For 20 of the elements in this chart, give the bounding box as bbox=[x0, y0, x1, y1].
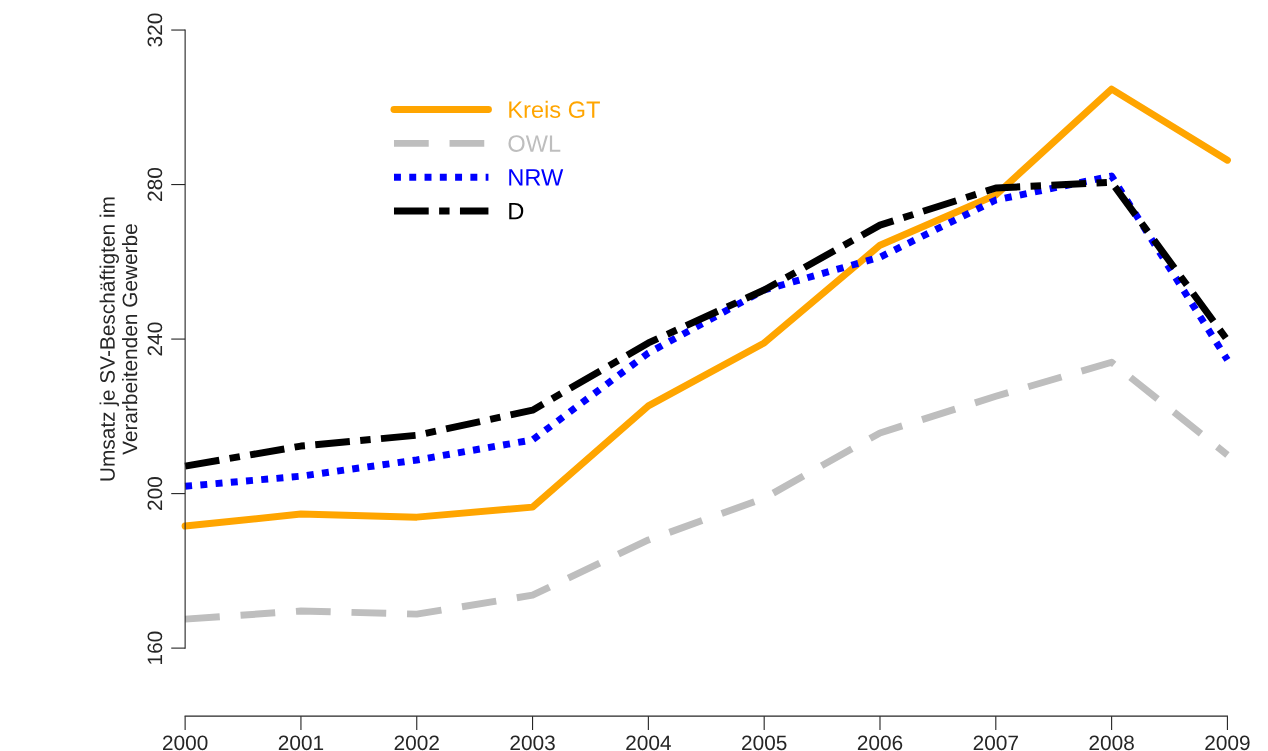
x-tick-label: 2004 bbox=[626, 735, 671, 751]
x-tick-label: 2009 bbox=[1205, 735, 1250, 751]
x-tick-label: 2003 bbox=[510, 735, 555, 751]
legend-label: D bbox=[509, 203, 524, 220]
y-tick-label: 240 bbox=[147, 322, 163, 356]
y-tick-label: 200 bbox=[147, 477, 163, 510]
legend-label: OWL bbox=[508, 135, 561, 152]
y-tick-label: 320 bbox=[147, 13, 163, 47]
x-tick-label: 2006 bbox=[857, 735, 903, 751]
legend-label: NRW bbox=[509, 169, 564, 186]
y-axis-title: Umsatz je SV-Beschäftigten im Verarbeitenden Gewerbe bbox=[99, 197, 138, 481]
x-tick-label: 2008 bbox=[1089, 735, 1134, 751]
legend-label: Kreis GT bbox=[509, 100, 600, 119]
x-tick-label: 2007 bbox=[973, 735, 1018, 751]
x-tick-label: 2002 bbox=[394, 735, 439, 751]
x-tick-label: 2001 bbox=[278, 735, 324, 751]
x-tick-label: 2005 bbox=[742, 735, 787, 751]
y-tick-label: 160 bbox=[147, 631, 163, 664]
x-tick-label: 2000 bbox=[163, 735, 208, 751]
y-tick-label: 280 bbox=[147, 167, 163, 201]
